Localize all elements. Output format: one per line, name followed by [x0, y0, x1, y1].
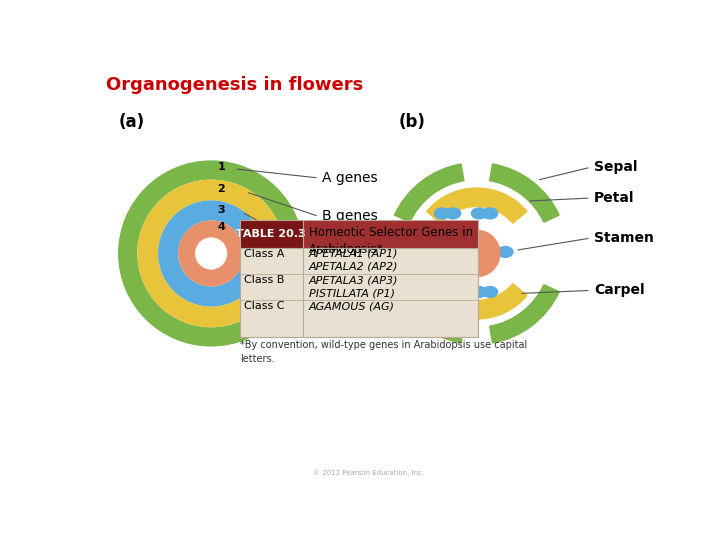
Wedge shape: [427, 284, 527, 319]
Text: (b): (b): [398, 112, 425, 131]
Wedge shape: [395, 164, 464, 222]
Text: APETALA1 (AP1): APETALA1 (AP1): [309, 249, 398, 259]
Ellipse shape: [445, 208, 461, 219]
Text: 4: 4: [217, 222, 225, 232]
Circle shape: [454, 231, 500, 276]
Text: Homeotic Selector Genes in
Arabidopsis*: Homeotic Selector Genes in Arabidopsis*: [309, 226, 473, 256]
Ellipse shape: [430, 247, 445, 257]
Circle shape: [196, 238, 227, 269]
FancyBboxPatch shape: [240, 220, 303, 248]
Circle shape: [138, 180, 284, 327]
Text: *By convention, wild-type genes in Arabidopsis use capital
letters.: *By convention, wild-type genes in Arabi…: [240, 340, 527, 363]
Text: Sepal: Sepal: [594, 160, 637, 174]
Text: APETALA2 (AP2): APETALA2 (AP2): [309, 262, 398, 272]
Text: © 2012 Pearson Education, Inc.: © 2012 Pearson Education, Inc.: [313, 469, 425, 476]
Text: Petal: Petal: [594, 191, 634, 205]
Wedge shape: [395, 285, 464, 343]
Ellipse shape: [434, 287, 450, 298]
Text: AGAMOUS (AG): AGAMOUS (AG): [309, 301, 395, 311]
Text: C genes: C genes: [322, 248, 378, 262]
Text: Class C: Class C: [244, 301, 285, 311]
Ellipse shape: [445, 287, 461, 298]
Circle shape: [119, 161, 304, 346]
Text: B genes: B genes: [322, 210, 378, 224]
Text: Organogenesis in flowers: Organogenesis in flowers: [106, 76, 363, 94]
Circle shape: [159, 201, 264, 306]
FancyBboxPatch shape: [240, 220, 478, 338]
Circle shape: [138, 180, 284, 327]
Text: 2: 2: [217, 184, 225, 194]
Text: 3: 3: [217, 205, 225, 214]
Circle shape: [179, 221, 243, 286]
Text: A genes: A genes: [322, 171, 378, 185]
Ellipse shape: [482, 208, 498, 219]
Text: TABLE 20.3: TABLE 20.3: [236, 229, 306, 239]
Text: Class A: Class A: [244, 249, 284, 259]
Ellipse shape: [487, 247, 503, 257]
Text: APETALA3 (AP3): APETALA3 (AP3): [309, 275, 398, 285]
Wedge shape: [490, 164, 559, 222]
Circle shape: [159, 201, 264, 306]
FancyBboxPatch shape: [240, 220, 478, 248]
Ellipse shape: [498, 247, 513, 257]
Circle shape: [179, 221, 243, 286]
Wedge shape: [490, 285, 559, 343]
Text: Class B: Class B: [244, 275, 284, 285]
Ellipse shape: [472, 287, 487, 298]
Ellipse shape: [419, 247, 434, 257]
Ellipse shape: [482, 287, 498, 298]
Text: Carpel: Carpel: [594, 284, 644, 298]
Wedge shape: [427, 188, 527, 223]
Text: PISTILLATA (P1): PISTILLATA (P1): [309, 288, 395, 298]
Text: 1: 1: [217, 162, 225, 172]
Ellipse shape: [472, 208, 487, 219]
Ellipse shape: [434, 208, 450, 219]
Text: (a): (a): [119, 112, 145, 131]
Text: Stamen: Stamen: [594, 231, 654, 245]
